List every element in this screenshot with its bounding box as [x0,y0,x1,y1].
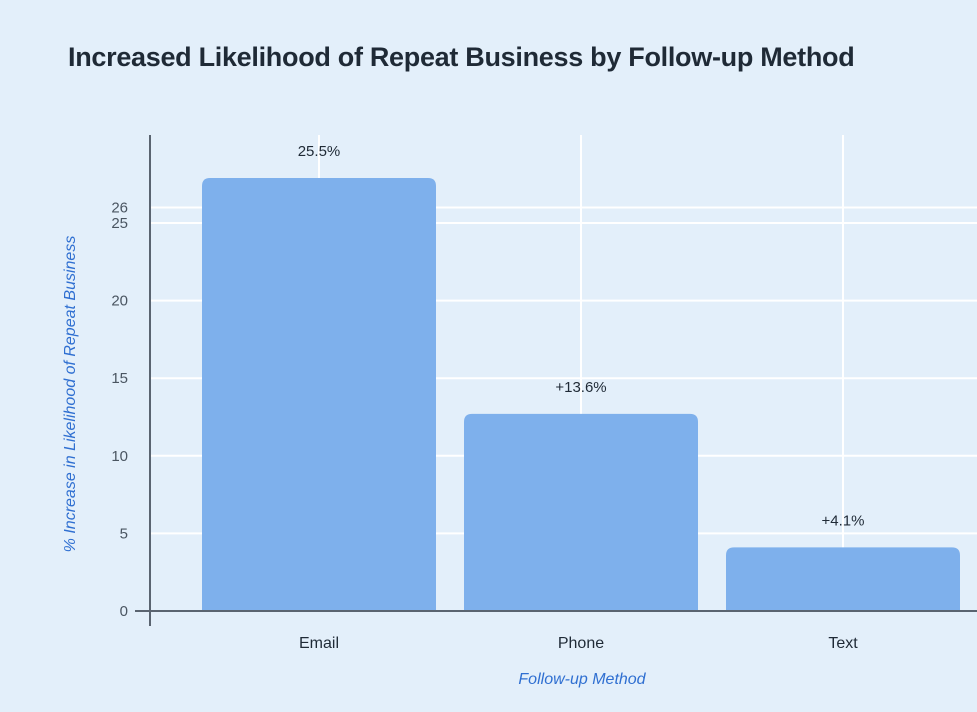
x-tick-label-email: Email [299,635,339,652]
y-tick-label: 10 [111,448,128,465]
x-tick-label-text: Text [828,635,858,652]
y-tick-label: 0 [120,603,128,620]
data-label-phone: +13.6% [555,379,606,396]
y-axis-title: % Increase in Likelihood of Repeat Busin… [62,236,79,553]
y-tick-label: 15 [111,370,128,387]
bar-text [726,547,960,611]
x-tick-label-phone: Phone [558,635,604,652]
y-tick-label: 20 [111,293,128,310]
y-tick-label: 26 [111,199,128,216]
data-label-text: +4.1% [822,512,865,529]
y-tick-label: 5 [120,525,128,542]
data-label-email: 25.5% [298,143,341,160]
bar-phone [464,413,698,611]
axes [135,135,977,626]
x-axis-title: Follow-up Method [518,671,646,688]
bars [202,177,960,611]
bar-email [202,177,436,611]
y-tick-label: 25 [111,215,128,232]
chart-title: Increased Likelihood of Repeat Business … [68,42,855,72]
